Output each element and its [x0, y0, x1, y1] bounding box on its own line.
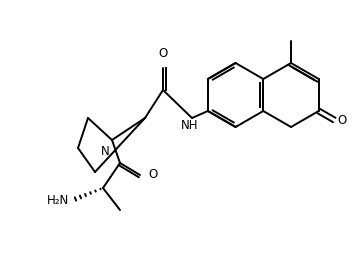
Text: O: O — [337, 114, 347, 126]
Text: O: O — [148, 168, 157, 181]
Text: NH: NH — [181, 119, 199, 132]
Text: N: N — [101, 145, 110, 158]
Text: H₂N: H₂N — [47, 194, 69, 206]
Text: O: O — [158, 47, 168, 60]
